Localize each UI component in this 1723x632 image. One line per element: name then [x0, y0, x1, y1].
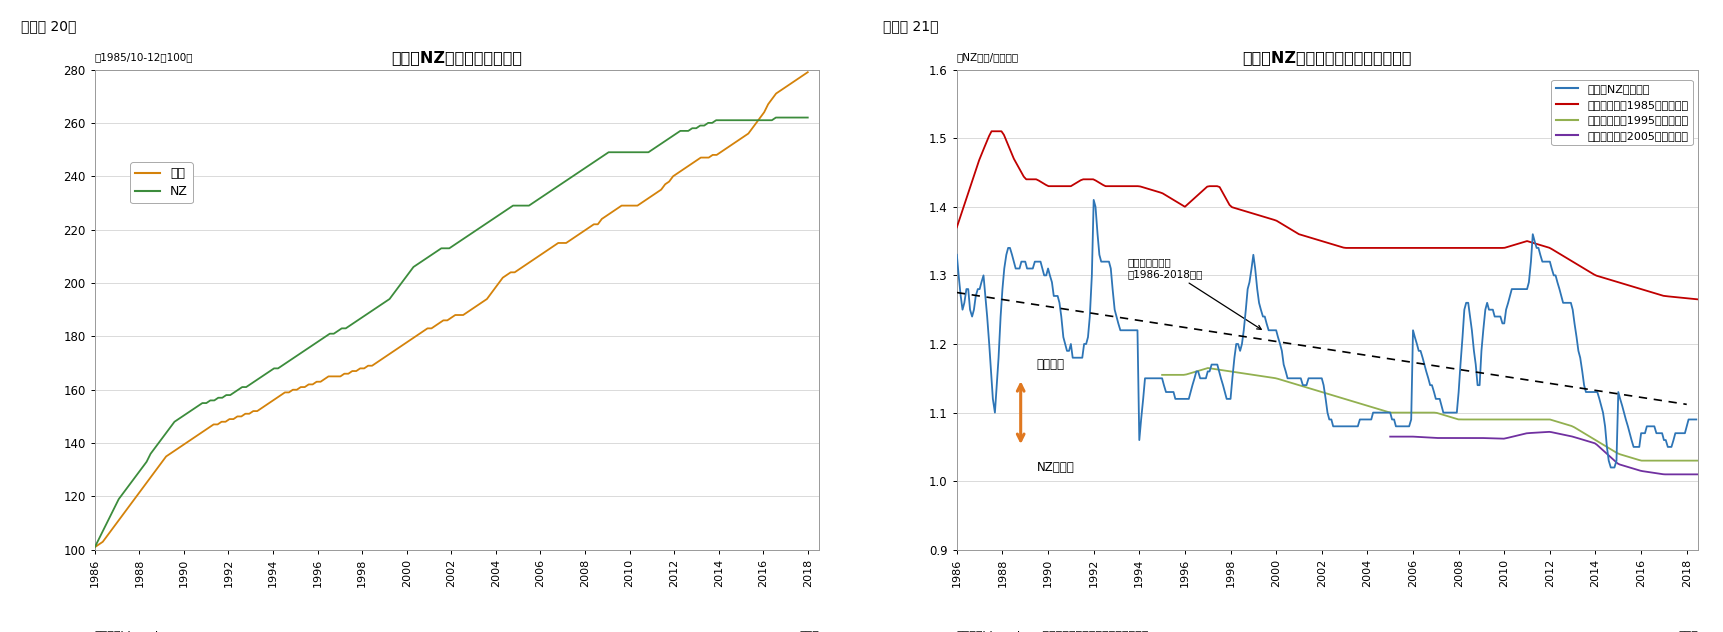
Legend: 豪州, NZ: 豪州, NZ	[129, 162, 193, 204]
Text: 豪ドル高: 豪ドル高	[1036, 358, 1065, 371]
Legend: 豪ドルNZドル実績, 購買力平価（1985年末基準）, 購買力平価（1995年末基準）, 購買力平価（2005年末基準）: 豪ドルNZドル実績, 購買力平価（1985年末基準）, 購買力平価（1995年末…	[1551, 80, 1692, 145]
Text: （図表 21）: （図表 21）	[882, 19, 937, 33]
Text: （1985/10-12＝100）: （1985/10-12＝100）	[95, 52, 193, 63]
Text: （図表 20）: （図表 20）	[21, 19, 76, 33]
Title: 豪州とNZの消費者物価指数: 豪州とNZの消費者物価指数	[391, 51, 522, 66]
Text: （NZドル/豪ドル）: （NZドル/豪ドル）	[956, 52, 1018, 63]
Text: NZドル高: NZドル高	[1036, 461, 1073, 474]
Title: 豪ドルNZドルの購買力平価（試算）: 豪ドルNZドルの購買力平価（試算）	[1242, 51, 1411, 66]
Text: 実績のトレンド
（1986-2018年）: 実績のトレンド （1986-2018年）	[1127, 257, 1261, 329]
